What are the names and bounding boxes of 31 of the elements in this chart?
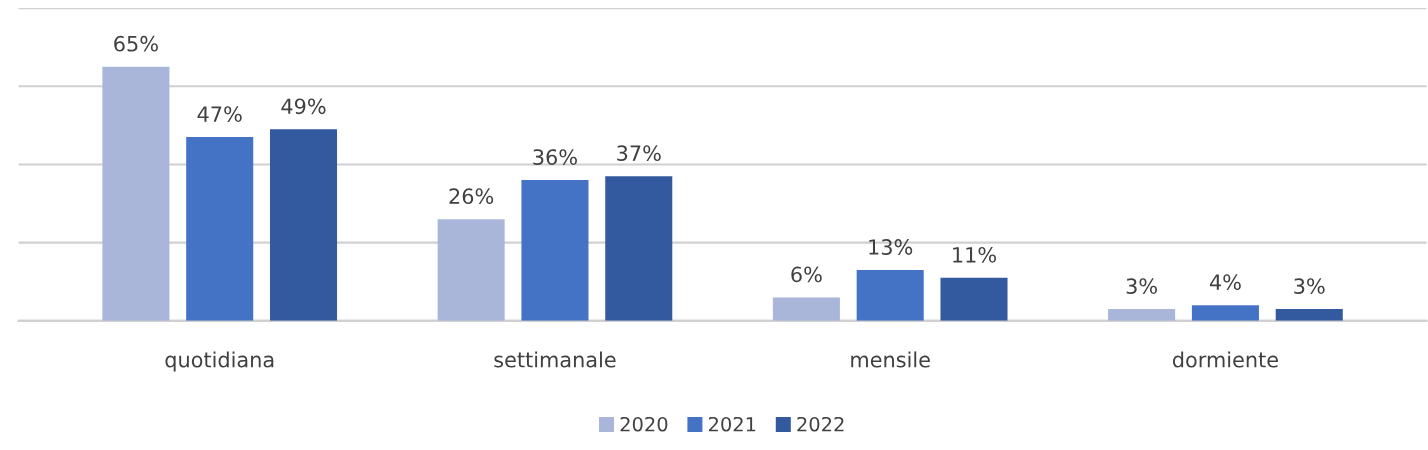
data-label: 3% xyxy=(1126,278,1157,294)
data-label: 11% xyxy=(953,246,996,263)
data-label: 13% xyxy=(869,239,913,255)
bar xyxy=(269,129,338,321)
data-label: 3% xyxy=(1294,278,1325,294)
bar xyxy=(856,270,924,321)
x-tick-label: quotidiana xyxy=(165,351,274,372)
data-label: 26% xyxy=(449,188,494,205)
data-label: 4% xyxy=(1209,274,1241,291)
bar xyxy=(1108,309,1176,321)
legend-label: 2022 xyxy=(797,416,844,432)
bar xyxy=(1275,309,1343,321)
legend-label: 2021 xyxy=(708,416,756,432)
data-label: 65% xyxy=(114,35,158,52)
legend-label: 2020 xyxy=(620,416,668,432)
x-tick-label: settimanale xyxy=(494,351,616,368)
bar xyxy=(102,66,170,321)
x-tick-label: dormiente xyxy=(1172,351,1278,368)
data-label: 37% xyxy=(617,145,661,162)
data-label: 47% xyxy=(197,106,242,122)
data-label: 6% xyxy=(791,266,822,283)
bar xyxy=(186,137,254,321)
data-label: 49% xyxy=(281,98,326,115)
data-label: 36% xyxy=(533,149,577,165)
bar xyxy=(521,180,589,321)
bar xyxy=(605,176,673,321)
bar xyxy=(1191,305,1259,321)
bar xyxy=(940,277,1008,321)
bar xyxy=(437,219,505,321)
x-tick-label: mensile xyxy=(851,351,930,368)
bar xyxy=(772,297,840,321)
